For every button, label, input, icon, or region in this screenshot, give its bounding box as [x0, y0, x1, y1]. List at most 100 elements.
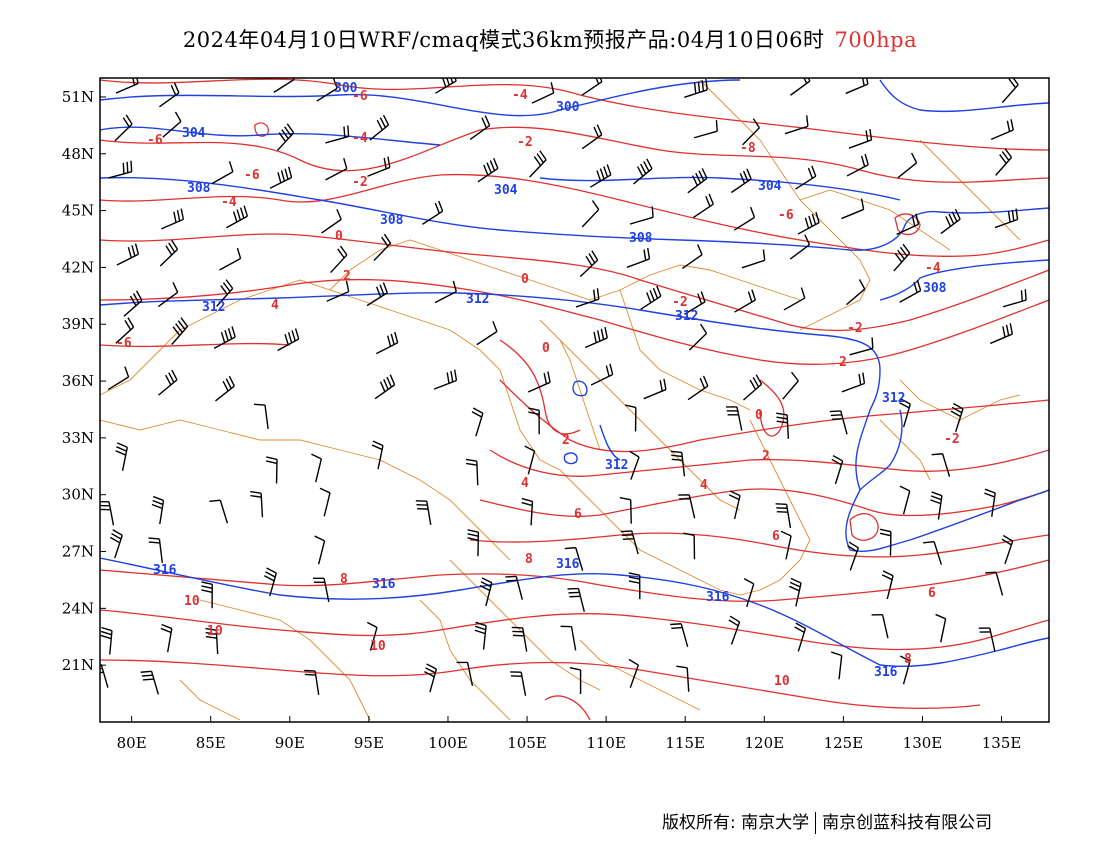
temp-label: -2: [517, 135, 533, 150]
wind-barb: [619, 497, 632, 524]
wind-barb: [989, 323, 1014, 345]
wind-barb: [250, 490, 264, 518]
wind-barb: [277, 328, 300, 352]
wind-barb: [681, 244, 703, 269]
geo-label: 308: [187, 181, 211, 196]
wind-barb: [524, 445, 536, 475]
y-tick-label: 51N: [62, 88, 94, 106]
wind-barb: [899, 655, 911, 685]
wind-barb: [253, 403, 269, 429]
wind-barb: [849, 337, 874, 356]
wind-barb: [931, 453, 951, 477]
wind-barb: [151, 495, 165, 525]
wind-barb: [684, 78, 708, 98]
wind-barb: [374, 374, 396, 400]
wind-barb: [321, 208, 342, 234]
wind-barb: [369, 114, 390, 141]
wind-barb: [899, 398, 911, 428]
wind-barb: [692, 193, 714, 219]
wind-barb: [797, 211, 820, 235]
wind-barb: [373, 233, 392, 262]
temp-label: -6: [116, 336, 132, 351]
x-tick-label: 130E: [903, 734, 943, 752]
temp-label: 10: [207, 624, 223, 639]
wind-barb: [269, 166, 293, 189]
wind-barb: [140, 670, 160, 695]
wind-barb: [569, 667, 582, 694]
wind-barb: [985, 571, 1004, 596]
temp-label: 10: [184, 594, 200, 609]
geo-label: 308: [923, 281, 947, 296]
wind-barb: [304, 669, 320, 695]
wind-barb: [226, 205, 249, 229]
geo-label: 312: [605, 458, 628, 473]
wind-barb: [670, 623, 689, 648]
temp-label: 0: [542, 341, 550, 356]
footer-copyright: 版权所有: 南京大学: [662, 813, 810, 833]
wind-barb: [159, 82, 180, 108]
wind-barb: [629, 450, 640, 480]
footer: 版权所有: 南京大学 南京创蓝科技有限公司: [662, 808, 992, 834]
wind-barbs: [100, 78, 1027, 696]
wind-barb: [734, 289, 757, 313]
y-tick-label: 42N: [62, 258, 94, 276]
geo-label: 316: [874, 665, 898, 680]
wind-barb: [456, 661, 474, 687]
wind-barb: [201, 581, 213, 609]
wind-barb: [693, 120, 718, 139]
wind-barb: [564, 546, 584, 571]
temp-label: 10: [774, 674, 790, 689]
wind-barb: [311, 453, 323, 483]
wind-barb: [676, 665, 690, 692]
wind-barb: [415, 500, 432, 526]
wind-barb: [628, 572, 641, 600]
x-tick-label: 105E: [507, 734, 547, 752]
temp-label: 0: [335, 229, 343, 244]
wind-barb: [640, 285, 662, 310]
temp-label: -2: [847, 321, 863, 336]
x-tick-label: 115E: [665, 734, 705, 752]
wind-barb: [205, 627, 219, 655]
wind-barb: [511, 626, 528, 652]
wind-barb: [1002, 289, 1027, 308]
temp-label: 0: [755, 408, 763, 423]
temp-label: 6: [928, 586, 936, 601]
wind-barb: [688, 323, 708, 351]
title-main: 2024年04月10日WRF/cmaq模式36km预报产品:04月10日06时: [182, 28, 825, 52]
geo-label: 308: [629, 231, 653, 246]
wind-barb: [899, 279, 922, 303]
wind-barb: [505, 575, 524, 600]
temp-label: -4: [925, 261, 941, 276]
wind-barb: [560, 625, 577, 651]
wind-barb: [829, 410, 848, 435]
wind-barb: [831, 651, 843, 680]
wind-barb: [510, 671, 527, 696]
wind-barb: [467, 529, 480, 557]
wind-barb: [579, 250, 599, 278]
plot-frame: [99, 77, 1050, 723]
wind-barb: [114, 114, 133, 142]
wind-barb: [628, 658, 640, 688]
wind-barb: [670, 450, 686, 477]
temperature-labels: -6 -6 -4 -4 -2 -2 0 0 0 2 2 4 4 6 6 8 8 …: [116, 88, 960, 689]
temp-label: -2: [672, 295, 688, 310]
y-tick-label: 27N: [62, 543, 94, 561]
wind-barb: [728, 615, 741, 645]
wind-barb: [314, 535, 326, 565]
wind-barb: [273, 78, 295, 93]
wind-barb: [527, 371, 551, 393]
temp-label: 2: [839, 355, 847, 370]
x-tick-label: 125E: [824, 734, 864, 752]
wind-barb: [528, 407, 540, 435]
wind-barb: [215, 375, 235, 402]
wind-barb: [788, 577, 802, 607]
wind-barb: [684, 291, 706, 315]
wind-barb: [162, 111, 182, 138]
wind-barb: [529, 150, 547, 178]
wind-barb: [148, 537, 164, 563]
wind-barb: [780, 530, 792, 560]
temp-label: 4: [700, 478, 708, 493]
wind-barb: [994, 208, 1019, 229]
x-tick-label: 95E: [354, 734, 384, 752]
